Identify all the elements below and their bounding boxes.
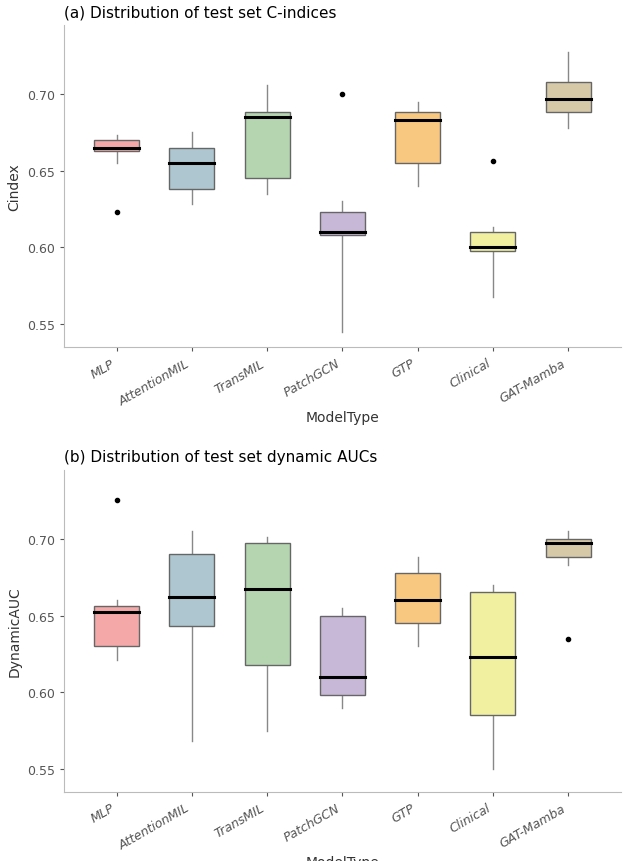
Bar — [545, 539, 591, 558]
Text: (a) Distribution of test set C-indices: (a) Distribution of test set C-indices — [64, 5, 337, 21]
Bar — [470, 232, 515, 251]
Bar — [244, 544, 290, 665]
X-axis label: ModelType: ModelType — [305, 411, 380, 424]
Y-axis label: DynamicAUC: DynamicAUC — [8, 585, 21, 677]
X-axis label: ModelType: ModelType — [305, 855, 380, 861]
Text: (b) Distribution of test set dynamic AUCs: (b) Distribution of test set dynamic AUC… — [64, 449, 378, 465]
Bar — [395, 573, 440, 623]
Bar — [320, 213, 365, 236]
Bar — [170, 554, 214, 627]
Bar — [94, 141, 140, 152]
Y-axis label: Cindex: Cindex — [8, 163, 21, 211]
Bar — [320, 616, 365, 696]
Bar — [545, 83, 591, 114]
Bar — [244, 114, 290, 179]
Bar — [170, 148, 214, 190]
Bar — [395, 114, 440, 164]
Bar — [470, 593, 515, 715]
Bar — [94, 607, 140, 647]
